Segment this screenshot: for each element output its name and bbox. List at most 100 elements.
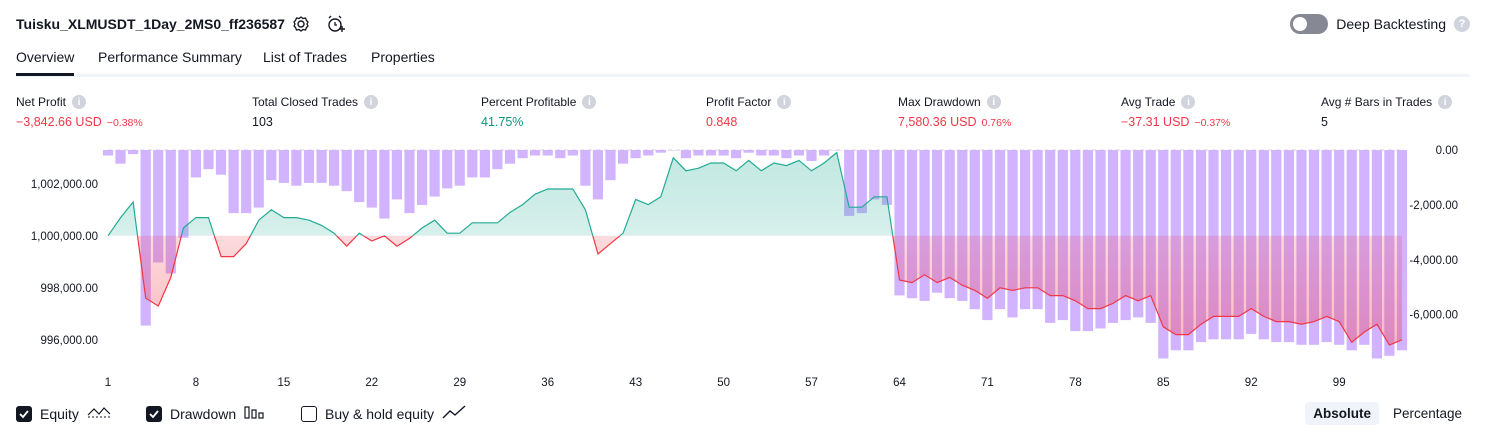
equity-line [107,151,1403,346]
drawdown-bar [756,150,767,156]
drawdown-bar [215,150,227,175]
equity-area [108,152,1402,345]
drawdown-bar [680,150,691,159]
metric-value: 103 [252,115,273,129]
drawdown-bar [592,150,603,200]
drawdown-bar [316,150,327,183]
drawdown-bar [429,150,440,197]
right-axis-tick-label: -2,000.00 [1409,200,1458,212]
deep-backtesting-toggle[interactable] [1290,14,1329,34]
x-axis-tick-label: 36 [541,377,554,389]
legend-equity[interactable]: Equity [16,404,111,423]
drawdown-bar [643,150,654,156]
drawdown-bar [894,150,905,296]
equity-checkbox[interactable] [16,405,32,422]
metric-value: −37.31 USD [1121,115,1190,129]
legend-buy-hold[interactable]: Buy & hold equity [301,404,466,423]
equity-area-above [108,152,1402,236]
info-icon[interactable]: i [1181,95,1196,109]
drawdown-bar [341,150,352,192]
info-icon[interactable]: i [364,95,379,109]
drawdown-bar [793,150,804,156]
drawdown-bar [831,150,842,151]
help-icon[interactable]: ? [1454,16,1470,32]
mode-percentage-button[interactable]: Percentage [1392,406,1462,421]
tab-properties[interactable]: Properties [371,49,435,65]
metric-avg-trade: Avg Trade i −37.31 USD −0.37% [1121,94,1230,129]
drawdown-bar [303,150,315,183]
drawdown-bar [1057,150,1068,321]
drawdown-bar [391,150,402,200]
alert-add-icon[interactable] [326,14,346,34]
legend-label: Buy & hold equity [325,405,434,422]
x-axis-tick-label: 92 [1245,377,1258,389]
info-icon[interactable]: i [777,95,792,109]
drawdown-bar [869,150,880,200]
drawdown-bar [781,150,792,159]
metric-label: Profit Factor [706,95,772,109]
right-axis: 0.00 -2,000.00 -4,000.00 -6,000.00 [1409,145,1458,322]
tab-overview[interactable]: Overview [16,49,75,76]
drawdown-checkbox[interactable] [146,405,162,422]
drawdown-bar [454,150,465,186]
drawdown-bar [1032,150,1043,310]
drawdown-bar [957,150,968,301]
x-axis-tick-label: 50 [717,377,730,389]
left-axis: 1,002,000.00 1,000,000.00 998,000.00 996,00… [31,179,98,347]
left-axis-tick-label: 996,000.00 [40,335,98,347]
x-axis-tick-label: 78 [1069,377,1082,389]
mode-absolute-button[interactable]: Absolute [1305,402,1379,425]
drawdown-bar [555,150,566,159]
metric-percent: 0.76% [981,117,1012,129]
legend-drawdown[interactable]: Drawdown [146,404,266,423]
drawdown-bar [379,150,390,219]
metric-net-profit: Net Profit i −3,842.66 USD −0.38% [16,94,143,129]
x-axis-tick-label: 99 [1333,377,1346,389]
x-axis-tick-label: 8 [193,377,199,389]
chart-footer: Equity Drawdown Buy & hold equity Absolu… [16,402,1470,428]
drawdown-bar [291,150,302,186]
drawdown-bar [153,150,164,263]
tab-list-of-trades[interactable]: List of Trades [263,49,348,65]
drawdown-bar [718,150,729,156]
metric-label: Avg Trade [1121,95,1176,109]
x-axis-tick-label: 29 [453,377,466,389]
x-axis-tick-label: 15 [278,377,291,389]
equity-drawdown-chart[interactable]: 1,002,000.00 1,000,000.00 998,000.00 996,00… [0,140,1486,395]
metric-label: Percent Profitable [481,95,577,109]
drawdown-bar [115,150,126,164]
drawdown-bar [1020,150,1031,310]
drawdown-bar [944,150,955,299]
drawdown-bar [705,150,717,156]
metric-value: 5 [1321,115,1328,129]
info-icon[interactable]: i [986,95,1001,109]
metric-label: Total Closed Trades [252,95,359,109]
drawdown-bar [844,150,855,216]
drawdown-bar [442,150,453,189]
drawdown-bar [190,150,201,178]
right-axis-tick-label: 0.00 [1436,145,1458,157]
drawdown-bar [668,150,679,151]
drawdown-bar [693,150,704,156]
drawdown-bar [630,150,641,159]
metric-label: Avg # Bars in Trades [1321,95,1433,109]
info-icon[interactable]: i [72,95,87,109]
drawdown-bar [856,150,867,214]
metric-value: 41.75% [481,115,524,129]
info-icon[interactable]: i [1438,95,1453,109]
drawdown-bar [618,150,629,164]
buy-hold-checkbox[interactable] [301,405,317,422]
drawdown-bar [881,150,892,205]
info-icon[interactable]: i [582,95,597,109]
drawdown-bar [655,150,666,153]
metric-avg-bars-in-trades: Avg # Bars in Trades i 5 [1321,94,1453,129]
metric-percent: −0.38% [106,117,143,129]
legend-label: Drawdown [170,405,237,422]
drawdown-bars-icon [244,404,266,423]
drawdown-bar [178,150,189,238]
tab-performance-summary[interactable]: Performance Summary [98,49,242,65]
metric-percent: −0.37% [1194,117,1231,129]
drawdown-bar [743,150,754,153]
settings-icon[interactable] [291,14,311,34]
equity-line-below [108,235,1403,346]
